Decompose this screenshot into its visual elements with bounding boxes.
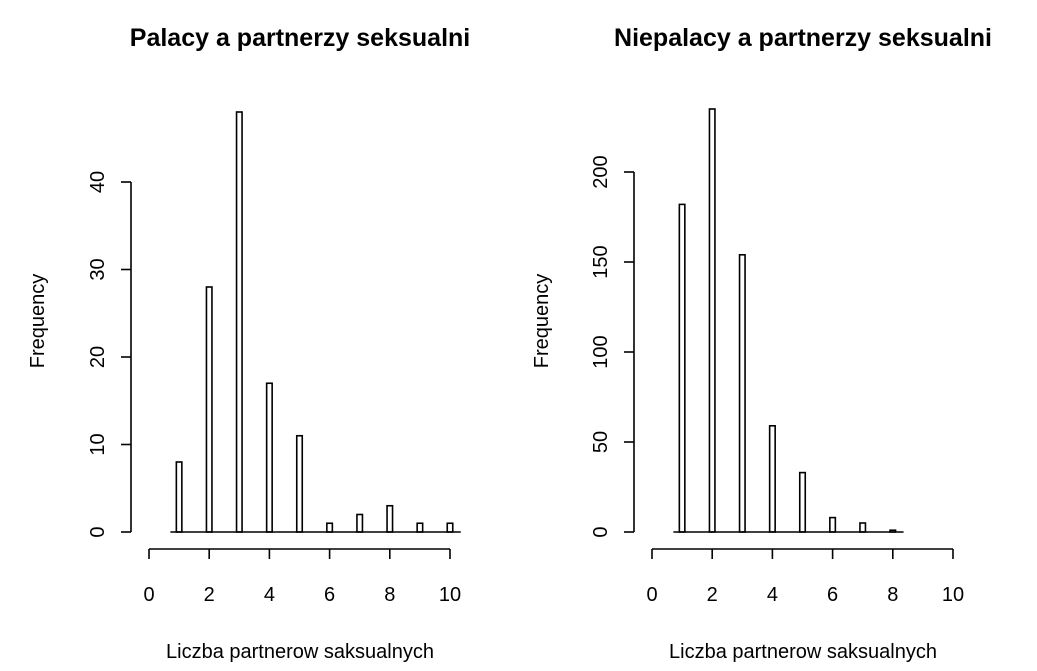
y-axis: 0 10 20 30 40 [87, 171, 132, 538]
y-tick-label: 0 [87, 526, 109, 537]
chart-panel-nonsmokers: Niepalacy a partnerzy seksualni Liczba p… [531, 24, 992, 663]
chart-panel-smokers: Palacy a partnerzy seksualni Liczba part… [27, 24, 470, 663]
bar-group [170, 111, 461, 533]
x-tick-label: 4 [264, 584, 275, 606]
x-axis-label: Liczba partnerow saksualnych [166, 641, 434, 663]
y-axis-label: Frequency [531, 274, 553, 369]
y-tick-label: 0 [590, 526, 612, 537]
x-tick-label: 10 [439, 584, 461, 606]
x-axis: 0 2 4 6 8 10 [646, 548, 964, 606]
bar-x-3 [235, 111, 243, 533]
bar-x-3 [738, 254, 746, 533]
bar-x-6 [829, 516, 837, 533]
bar-x-2 [205, 286, 213, 533]
y-tick-label: 100 [590, 335, 612, 368]
y-tick-label: 10 [87, 433, 109, 455]
bar-x-5 [295, 434, 304, 533]
y-tick-label: 50 [590, 431, 612, 453]
x-axis: 0 2 4 6 8 10 [143, 548, 461, 606]
bar-x-5 [798, 471, 807, 533]
x-tick-label: 8 [384, 584, 395, 606]
bar-x-1 [678, 203, 686, 533]
x-tick-label: 0 [646, 584, 657, 606]
x-tick-label: 0 [143, 584, 154, 606]
y-tick-label: 150 [590, 245, 612, 278]
y-axis-label: Frequency [27, 274, 49, 369]
bar-group [673, 108, 904, 533]
bar-x-10 [446, 522, 454, 533]
x-tick-label: 6 [324, 584, 335, 606]
x-tick-label: 2 [707, 584, 718, 606]
bar-x-6 [326, 522, 334, 533]
x-tick-label: 4 [767, 584, 778, 606]
y-tick-label: 30 [87, 258, 109, 280]
chart-title: Palacy a partnerzy seksualni [130, 24, 470, 52]
axes-group: 0 2 4 6 8 10 0 10 20 30 40 [87, 171, 461, 606]
bar-x-2 [708, 108, 716, 533]
bar-x-4 [768, 424, 776, 533]
bar-x-7 [356, 513, 364, 533]
bar-x-8 [386, 504, 394, 533]
y-tick-label: 200 [590, 155, 612, 188]
bar-x-9 [416, 522, 424, 533]
x-tick-label: 10 [942, 584, 964, 606]
bar-x-4 [265, 382, 273, 533]
x-tick-label: 6 [827, 584, 838, 606]
y-tick-label: 40 [87, 171, 109, 193]
y-axis: 0 50 100 150 200 [590, 155, 635, 538]
y-tick-label: 20 [87, 346, 109, 368]
bar-x-7 [859, 522, 867, 533]
x-axis-label: Liczba partnerow saksualnych [669, 641, 937, 663]
x-tick-label: 2 [204, 584, 215, 606]
x-tick-label: 8 [887, 584, 898, 606]
bar-x-1 [175, 461, 183, 533]
chart-title: Niepalacy a partnerzy seksualni [614, 24, 992, 52]
